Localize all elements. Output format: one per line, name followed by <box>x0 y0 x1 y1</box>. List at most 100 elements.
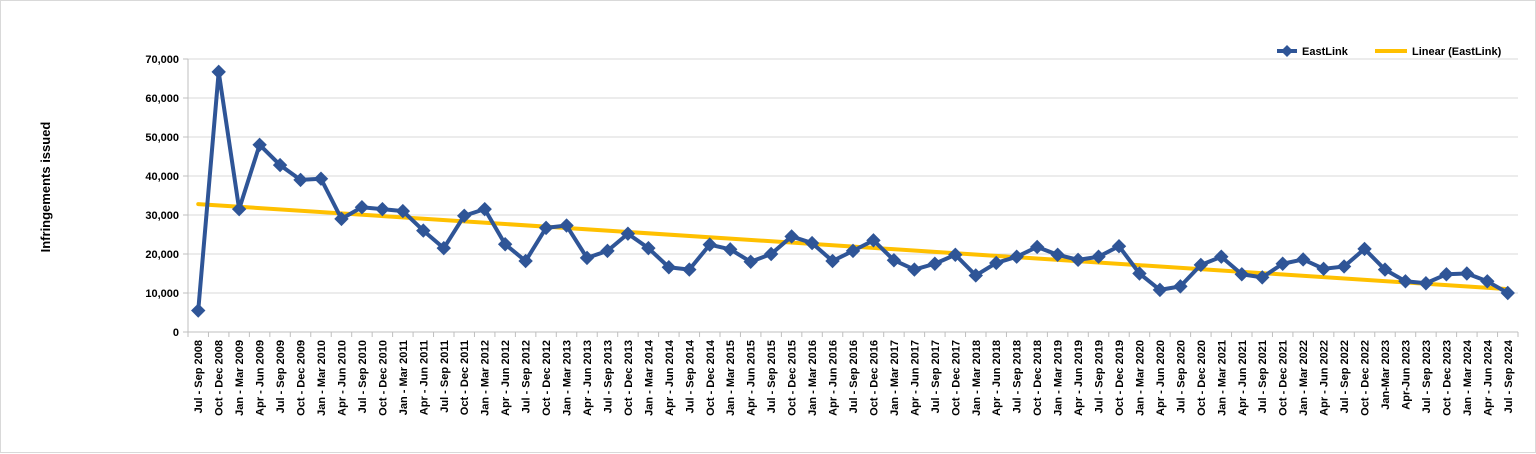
x-tick-label: Jul - Sep 2010 <box>357 340 369 413</box>
data-point <box>272 157 288 173</box>
data-point <box>231 201 247 217</box>
x-tick-label: Apr - Jun 2011 <box>418 340 430 415</box>
data-point <box>1255 270 1270 285</box>
x-tick-label: Jul - Sep 2021 <box>1257 340 1269 413</box>
x-tick-label: Jul - Sep 2018 <box>1012 340 1024 413</box>
x-tick-label: Apr - Jun 2014 <box>664 339 676 416</box>
data-point <box>436 240 451 256</box>
x-tick-label: Apr - Jun 2013 <box>582 340 594 416</box>
x-tick-label: Jul - Sep 2011 <box>439 340 451 413</box>
x-tick-label: Apr - Jun 2016 <box>828 340 840 416</box>
y-tick-label: 20,000 <box>145 249 179 261</box>
data-point <box>1132 266 1147 281</box>
x-tick-label: Jan - Mar 2016 <box>807 340 819 416</box>
x-tick-label: Jul - Sep 2017 <box>930 340 942 413</box>
data-point <box>1070 252 1086 268</box>
y-tick-label: 40,000 <box>145 171 179 183</box>
x-tick-label: Jan - Mar 2010 <box>316 340 328 416</box>
data-point <box>1111 238 1127 254</box>
x-tick-label: Oct - Dec 2017 <box>950 340 962 416</box>
data-point <box>1091 249 1106 264</box>
data-point <box>682 262 697 277</box>
data-point <box>457 208 472 223</box>
x-tick-label: Oct - Dec 2018 <box>1032 340 1044 416</box>
series-layer <box>191 64 1515 318</box>
data-point <box>1275 256 1290 271</box>
x-tick-label: Oct - Dec 2016 <box>868 340 880 416</box>
x-tick-label: Jan - Mar 2024 <box>1462 339 1474 416</box>
data-point <box>1173 279 1188 294</box>
x-tick-label: Jan - Mar 2018 <box>971 340 983 416</box>
x-tick-label: Apr - Jun 2024 <box>1482 339 1494 416</box>
data-point <box>1152 282 1168 298</box>
x-tick-label: Jul - Sep 2008 <box>193 340 205 413</box>
x-tick-label: Jul - Sep 2024 <box>1503 339 1515 413</box>
data-point <box>1480 274 1495 289</box>
legend-label: Linear (EastLink) <box>1412 46 1502 58</box>
x-tick-label: Oct - Dec 2011 <box>459 340 471 415</box>
data-point <box>375 201 390 217</box>
x-tick-label: Apr - Jun 2021 <box>1237 340 1249 416</box>
x-tick-label: Apr - Jun 2020 <box>1155 340 1167 416</box>
y-tick-label: 0 <box>173 327 179 339</box>
x-tick-label: Jan - Mar 2021 <box>1216 340 1228 416</box>
data-point <box>702 237 717 252</box>
x-tick-label: Oct - Dec 2013 <box>623 340 635 416</box>
x-tick-label: Jan - Mar 2017 <box>889 340 901 416</box>
x-tick-label: Jul - Sep 2012 <box>521 340 533 413</box>
x-tick-label: Apr - Jun 2019 <box>1073 340 1085 416</box>
data-point <box>211 64 226 80</box>
data-point <box>313 171 329 186</box>
data-point <box>845 243 861 259</box>
x-tick-label: Jan - Mar 2011 <box>398 340 410 415</box>
data-point <box>395 203 411 219</box>
x-tick-label: Oct - Dec 2021 <box>1278 340 1290 416</box>
axes <box>183 58 1519 337</box>
y-tick-label: 30,000 <box>145 210 179 222</box>
x-tick-label: Jan-Mar 2023 <box>1380 340 1392 410</box>
y-axis-title: Infringements issued <box>38 122 53 253</box>
legend-swatch-marker <box>1281 45 1293 57</box>
x-tick-label: Oct - Dec 2009 <box>296 340 308 416</box>
x-tick-label: Oct - Dec 2015 <box>787 340 799 416</box>
data-point <box>1009 249 1024 264</box>
data-point <box>825 253 840 269</box>
data-point <box>600 243 615 259</box>
x-tick-label: Jan - Mar 2014 <box>643 339 655 416</box>
y-tick-label: 70,000 <box>145 54 179 66</box>
x-tick-label: Apr - Jun 2009 <box>255 340 267 416</box>
x-tick-label: Jan - Mar 2015 <box>725 340 737 416</box>
x-tick-label: Jan - Mar 2013 <box>562 340 574 416</box>
data-point <box>804 235 820 251</box>
x-tick-label: Jul - Sep 2015 <box>766 340 778 413</box>
data-point <box>743 254 758 270</box>
data-point <box>763 246 779 262</box>
data-point <box>886 253 902 268</box>
data-point <box>968 268 983 283</box>
x-tick-label: Jul - Sep 2013 <box>602 340 614 413</box>
y-tick-labels: 0 10,000 20,000 30,000 40,000 50,000 60,000 70,… <box>145 54 179 339</box>
y-tick-label: 50,000 <box>145 132 179 144</box>
x-tick-label: Oct - Dec 2010 <box>377 340 389 416</box>
x-tick-label: Apr - Jun 2018 <box>991 340 1003 416</box>
data-point <box>948 247 963 262</box>
data-point <box>1336 259 1352 274</box>
data-point <box>538 220 554 236</box>
x-tick-label: Jul - Sep 2020 <box>1175 340 1187 413</box>
data-point <box>354 199 370 215</box>
x-tick-label: Jan - Mar 2012 <box>480 340 492 416</box>
x-tick-label: Jul - Sep 2016 <box>848 340 860 413</box>
data-point <box>1418 276 1434 291</box>
x-tick-label: Jul - Sep 2014 <box>684 339 696 413</box>
y-tick-label: 60,000 <box>145 93 179 105</box>
data-point <box>1193 257 1209 273</box>
data-point <box>1500 285 1515 301</box>
data-point <box>661 260 677 275</box>
data-point <box>518 253 533 269</box>
data-point <box>579 250 595 266</box>
x-tick-label: Jul - Sep 2023 <box>1421 340 1433 413</box>
x-tick-label: Jan - Mar 2022 <box>1298 340 1310 416</box>
x-tick-label: Apr - Jun 2022 <box>1319 340 1331 416</box>
